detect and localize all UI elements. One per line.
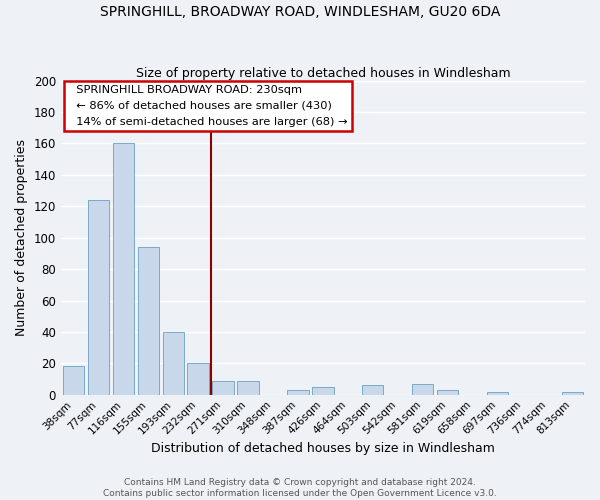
- Bar: [163, 332, 184, 394]
- Bar: [187, 364, 209, 394]
- Title: Size of property relative to detached houses in Windlesham: Size of property relative to detached ho…: [136, 66, 510, 80]
- Bar: [212, 380, 233, 394]
- Bar: [287, 390, 308, 394]
- Bar: [437, 390, 458, 394]
- X-axis label: Distribution of detached houses by size in Windlesham: Distribution of detached houses by size …: [151, 442, 495, 455]
- Bar: [412, 384, 433, 394]
- Text: SPRINGHILL BROADWAY ROAD: 230sqm
  ← 86% of detached houses are smaller (430)
  : SPRINGHILL BROADWAY ROAD: 230sqm ← 86% o…: [68, 86, 347, 126]
- Bar: [88, 200, 109, 394]
- Bar: [113, 144, 134, 394]
- Text: SPRINGHILL, BROADWAY ROAD, WINDLESHAM, GU20 6DA: SPRINGHILL, BROADWAY ROAD, WINDLESHAM, G…: [100, 5, 500, 19]
- Bar: [62, 366, 84, 394]
- Bar: [362, 386, 383, 394]
- Bar: [487, 392, 508, 394]
- Bar: [137, 247, 159, 394]
- Text: Contains HM Land Registry data © Crown copyright and database right 2024.
Contai: Contains HM Land Registry data © Crown c…: [103, 478, 497, 498]
- Bar: [312, 387, 334, 394]
- Bar: [562, 392, 583, 394]
- Bar: [238, 380, 259, 394]
- Y-axis label: Number of detached properties: Number of detached properties: [15, 139, 28, 336]
